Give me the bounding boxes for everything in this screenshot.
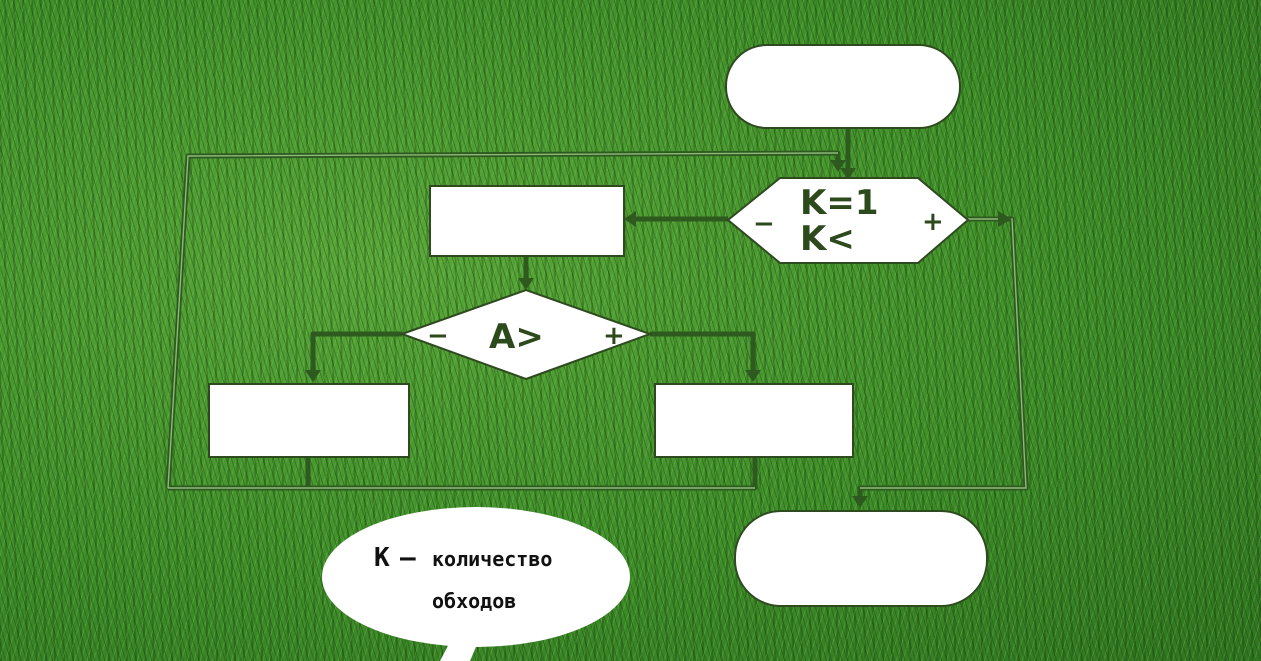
arrowhead-into-decision bbox=[518, 278, 534, 290]
arrowhead-loop-plus bbox=[998, 211, 1012, 227]
arrowhead-left-branch bbox=[305, 370, 321, 382]
connector-inner-minus bbox=[310, 331, 402, 375]
arrowhead-loop-back bbox=[830, 160, 846, 172]
connector-inner-plus bbox=[650, 331, 756, 375]
loop-plus-label: + bbox=[922, 207, 944, 237]
inner-condition-diamond bbox=[399, 288, 653, 381]
connector-lines bbox=[165, 128, 1029, 500]
inner-condition-label: A> bbox=[489, 317, 544, 357]
arrowhead-into-process bbox=[624, 211, 636, 227]
inner-minus-label: − bbox=[427, 321, 449, 351]
arrowhead-into-loop bbox=[840, 168, 856, 180]
note-line2: обходов bbox=[432, 589, 516, 613]
arrowhead-into-end bbox=[852, 496, 868, 508]
process-box-plus-branch bbox=[654, 383, 854, 458]
inner-plus-label: + bbox=[603, 321, 625, 351]
note-bubble: К – количество обходов bbox=[322, 507, 630, 661]
note-line1-rest: количество bbox=[432, 547, 552, 571]
loop-minus-label: − bbox=[753, 209, 775, 239]
process-box-loop-body bbox=[429, 185, 625, 257]
process-box-minus-branch bbox=[208, 383, 410, 458]
note-key-letter: К bbox=[374, 543, 390, 573]
connector-right-merge bbox=[168, 457, 758, 491]
note-bubble-body bbox=[322, 507, 630, 647]
loop-condition-line1: K=1 bbox=[800, 183, 879, 223]
loop-condition-line2: K< bbox=[800, 219, 855, 259]
loop-condition-hexagon bbox=[726, 177, 970, 264]
arrowhead-right-branch bbox=[745, 370, 761, 382]
end-terminator bbox=[734, 510, 988, 607]
note-dash: – bbox=[400, 543, 416, 573]
arrowheads bbox=[305, 160, 1012, 508]
start-terminator bbox=[725, 44, 961, 129]
